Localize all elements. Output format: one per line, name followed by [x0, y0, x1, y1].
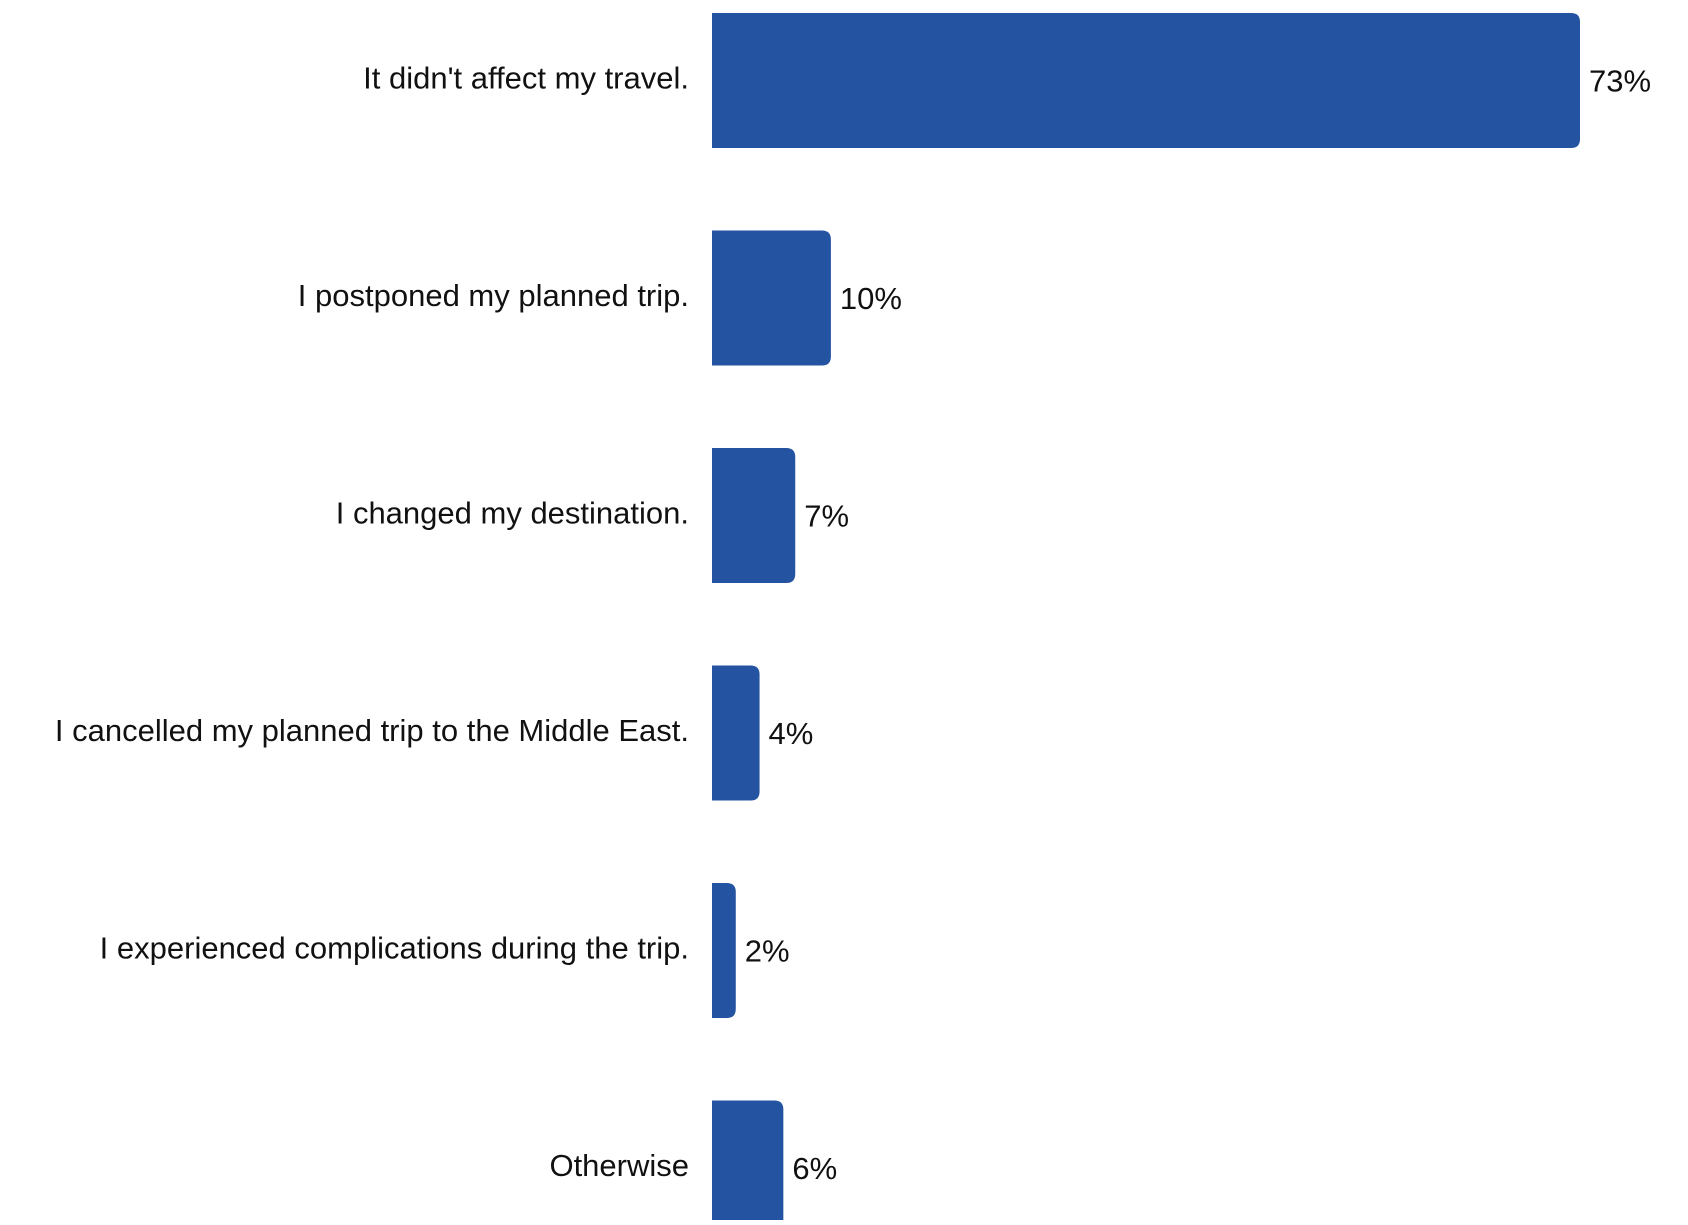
bar-5	[712, 1100, 784, 1225]
value-label-0: 73%	[1589, 64, 1651, 99]
value-label-4: 2%	[745, 934, 790, 969]
category-label-3: I cancelled my planned trip to the Middl…	[55, 713, 689, 748]
value-label-3: 4%	[769, 716, 814, 751]
value-labels-group: 73% 10% 7% 4% 2% 6%	[745, 64, 1651, 1187]
category-label-4: I experienced complications during the t…	[100, 931, 689, 966]
bar-3	[712, 665, 760, 801]
bar-2	[712, 448, 796, 583]
bars-group	[712, 13, 1580, 1225]
value-label-2: 7%	[804, 499, 849, 534]
category-label-0: It didn't affect my travel.	[363, 61, 689, 96]
bar-0	[712, 13, 1580, 148]
category-labels-group: It didn't affect my travel. I postponed m…	[55, 61, 689, 1184]
value-label-5: 6%	[792, 1151, 837, 1186]
category-label-2: I changed my destination.	[336, 496, 689, 531]
value-label-1: 10%	[840, 281, 902, 316]
bar-1	[712, 230, 831, 366]
category-label-1: I postponed my planned trip.	[298, 278, 689, 313]
category-label-5: Otherwise	[549, 1148, 689, 1183]
bar-4	[712, 883, 736, 1018]
